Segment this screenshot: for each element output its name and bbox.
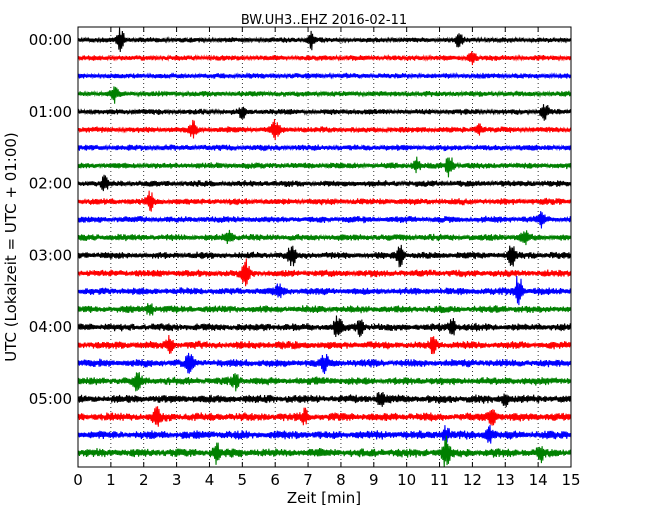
- trace-0545: [77, 435, 572, 468]
- x-axis: 0 1 2 3 4 5 6 7 8 9 10 11 12 13 14 15: [73, 27, 581, 489]
- trace-0300: [77, 244, 572, 268]
- trace-0330: [77, 276, 572, 306]
- y-tick-label: 02:00: [29, 175, 72, 193]
- trace-0415: [77, 334, 572, 355]
- x-tick-label: 8: [336, 471, 346, 489]
- x-tick-label: 3: [172, 471, 182, 489]
- trace-0015: [77, 51, 572, 66]
- trace-0200: [77, 174, 572, 192]
- traces: [77, 27, 572, 468]
- x-tick-label: 0: [73, 471, 83, 489]
- trace-0245: [77, 229, 572, 246]
- chart-title: BW.UH3..EHZ 2016-02-11: [241, 13, 407, 28]
- x-tick-label: 4: [205, 471, 215, 489]
- trace-0000: [77, 27, 572, 53]
- trace-0345: [77, 303, 572, 316]
- x-tick-label: 5: [238, 471, 248, 489]
- y-tick-label: 03:00: [29, 246, 72, 264]
- x-tick-label: 14: [529, 471, 548, 489]
- trace-0230: [77, 211, 572, 229]
- trace-0130: [77, 143, 572, 152]
- trace-0145: [77, 156, 572, 178]
- x-tick-label: 2: [139, 471, 149, 489]
- x-tick-label: 15: [561, 471, 580, 489]
- x-tick-label: 1: [106, 471, 116, 489]
- x-tick-label: 13: [496, 471, 515, 489]
- y-tick-label: 00:00: [29, 31, 72, 49]
- y-axis: 00:00 01:00 02:00 03:00 04:00 05:00: [29, 31, 571, 408]
- trace-0045: [77, 86, 572, 104]
- y-tick-label: 04:00: [29, 318, 72, 336]
- y-axis-label: UTC (Lokalzeit = UTC + 01:00): [2, 132, 20, 362]
- trace-0115: [77, 119, 572, 141]
- trace-0215: [77, 190, 572, 212]
- plot-frame: [77, 26, 572, 468]
- y-tick-label: 05:00: [29, 390, 72, 408]
- trace-0530: [77, 424, 572, 444]
- y-tick-label: 01:00: [29, 103, 72, 121]
- x-tick-label: 9: [369, 471, 379, 489]
- trace-0445: [77, 372, 572, 392]
- trace-0515: [77, 406, 572, 427]
- grid: [110, 27, 539, 467]
- x-tick-label: 7: [303, 471, 313, 489]
- trace-0430: [77, 352, 572, 374]
- x-tick-label: 12: [463, 471, 482, 489]
- trace-0100: [77, 104, 572, 121]
- x-tick-label: 6: [270, 471, 280, 489]
- trace-0500: [77, 392, 572, 408]
- x-tick-label: 10: [397, 471, 416, 489]
- trace-0315: [77, 258, 572, 287]
- x-tick-label: 11: [430, 471, 449, 489]
- trace-0030: [77, 71, 572, 80]
- x-axis-label: Zeit [min]: [287, 489, 361, 507]
- trace-0400: [77, 315, 572, 338]
